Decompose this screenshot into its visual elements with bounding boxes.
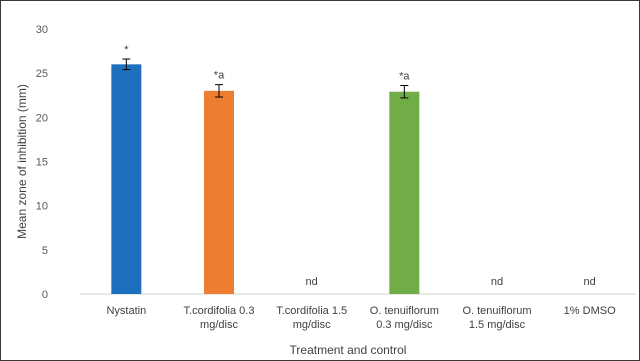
y-tick-label: 20 — [36, 112, 48, 124]
bar — [204, 90, 234, 294]
x-tick-label: 1.5 mg/disc — [469, 319, 526, 331]
y-tick-label: 0 — [42, 289, 48, 301]
x-tick-label: mg/disc — [293, 319, 331, 331]
bar — [111, 64, 142, 294]
x-tick-label: T.cordifolia 0.3 — [184, 305, 255, 317]
significance-label: * — [124, 44, 129, 56]
significance-label: *a — [214, 70, 225, 82]
not-detected-label: nd — [491, 276, 503, 288]
y-tick-label: 30 — [36, 24, 48, 36]
y-tick-label: 25 — [36, 68, 48, 80]
x-tick-label: Nystatin — [106, 305, 146, 317]
x-tick-label: 1% DMSO — [564, 305, 616, 317]
not-detected-label: nd — [584, 276, 596, 288]
y-axis-title: Mean zone of inhibition (mm) — [15, 84, 29, 239]
x-tick-label: O. tenuiflorum — [462, 305, 531, 317]
x-tick-label: T.cordifolia 1.5 — [276, 305, 347, 317]
y-tick-label: 5 — [42, 245, 48, 257]
x-tick-label: 0.3 mg/disc — [376, 319, 433, 331]
bar — [389, 91, 420, 294]
y-tick-label: 15 — [36, 157, 48, 169]
x-tick-label: mg/disc — [200, 319, 238, 331]
x-tick-label: O. tenuiflorum — [370, 305, 439, 317]
significance-label: *a — [399, 71, 410, 83]
y-tick-label: 10 — [36, 201, 48, 213]
x-axis-title: Treatment and control — [290, 343, 407, 357]
not-detected-label: nd — [306, 276, 318, 288]
